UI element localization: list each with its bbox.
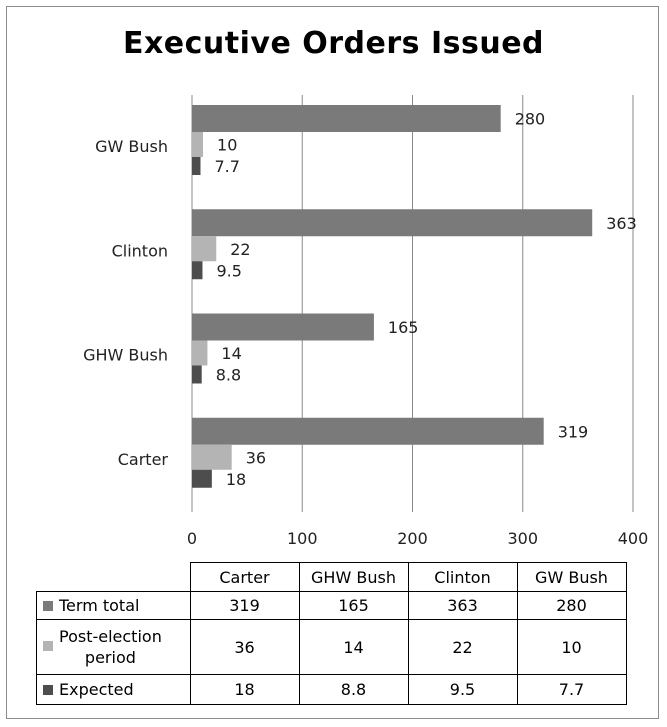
- data-label: 165: [388, 318, 419, 337]
- table-cell: 363: [407, 591, 518, 620]
- category-label: GHW Bush: [83, 346, 168, 365]
- chart-title: Executive Orders Issued: [122, 26, 545, 61]
- legend-swatch-term-total: [43, 600, 53, 611]
- table-cell: 165: [298, 591, 409, 620]
- table-header-cell: Carter: [189, 562, 300, 592]
- table-header-cell: Clinton: [407, 562, 518, 592]
- table-cell: 14: [298, 619, 409, 675]
- data-label: 36: [246, 448, 266, 467]
- row-label-text: Expected: [59, 680, 134, 699]
- table-cell: 9.5: [407, 674, 518, 705]
- bar: [192, 209, 593, 237]
- bar: [192, 444, 232, 470]
- bar: [192, 469, 212, 488]
- x-tick-label: 400: [618, 529, 649, 548]
- bar: [192, 340, 208, 366]
- legend-swatch-post-election: [43, 641, 53, 651]
- bar: [192, 132, 204, 157]
- table-cell: 280: [516, 591, 627, 620]
- row-label-line: Post-election: [59, 627, 162, 646]
- table-cell: 319: [189, 591, 300, 620]
- table-header-row: Carter GHW Bush Clinton GW Bush: [36, 562, 627, 592]
- data-label: 9.5: [216, 261, 241, 280]
- x-tick-label: 0: [187, 529, 197, 548]
- row-label: Expected: [36, 674, 191, 705]
- category-label: GW Bush: [95, 137, 168, 156]
- data-label: 7.7: [214, 157, 239, 176]
- table-header-cell: GHW Bush: [298, 562, 409, 592]
- category-label: Carter: [118, 450, 169, 469]
- table-cell: 10: [516, 619, 627, 675]
- bar: [192, 261, 203, 280]
- legend-swatch-expected: [43, 684, 53, 695]
- row-label: Post-election period: [36, 619, 191, 675]
- data-label: 22: [230, 240, 250, 259]
- data-label: 18: [226, 470, 246, 489]
- data-label: 280: [515, 110, 546, 129]
- bar: [192, 365, 202, 384]
- bar: [192, 157, 201, 175]
- x-tick-label: 200: [397, 529, 428, 548]
- table-cell: 22: [407, 619, 518, 675]
- bar: [192, 236, 217, 262]
- data-label: 363: [606, 214, 637, 233]
- table-corner-cell: [36, 562, 191, 592]
- table-header-cell: GW Bush: [516, 562, 627, 592]
- chart-frame: [6, 6, 659, 719]
- bar: [192, 313, 374, 341]
- row-label-line: period: [84, 648, 136, 667]
- data-label: 8.8: [216, 366, 241, 385]
- data-table: Carter GHW Bush Clinton GW Bush Term tot…: [36, 562, 627, 705]
- row-label-text: Term total: [59, 596, 140, 615]
- row-label: Term total: [36, 591, 191, 620]
- table-row: Post-election period 36 14 22 10: [36, 619, 627, 675]
- data-label: 14: [221, 344, 241, 363]
- table-cell: 8.8: [298, 674, 409, 705]
- table-cell: 7.7: [516, 674, 627, 705]
- table-row: Expected 18 8.8 9.5 7.7: [36, 674, 627, 705]
- x-tick-label: 300: [507, 529, 538, 548]
- data-label: 10: [217, 136, 237, 155]
- row-label-text: Post-election period: [59, 626, 162, 668]
- data-label: 319: [558, 422, 589, 441]
- bar: [192, 417, 544, 445]
- table-cell: 36: [189, 619, 300, 675]
- table-cell: 18: [189, 674, 300, 705]
- category-label: Clinton: [112, 241, 168, 260]
- table-row: Term total 319 165 363 280: [36, 591, 627, 620]
- bar: [192, 105, 501, 132]
- x-tick-label: 100: [287, 529, 318, 548]
